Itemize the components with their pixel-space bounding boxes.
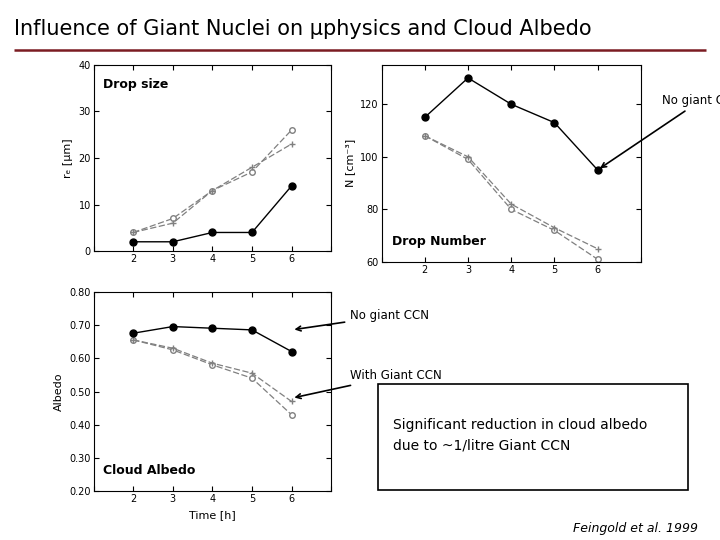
Y-axis label: rₑ [μm]: rₑ [μm]	[63, 138, 73, 178]
Text: No giant CCN: No giant CCN	[296, 309, 429, 331]
Y-axis label: N [cm⁻³]: N [cm⁻³]	[345, 139, 355, 187]
X-axis label: Time [h]: Time [h]	[189, 510, 235, 519]
Text: Feingold et al. 1999: Feingold et al. 1999	[573, 522, 698, 535]
Y-axis label: Albedo: Albedo	[54, 372, 64, 411]
Text: Cloud Albedo: Cloud Albedo	[103, 464, 195, 477]
Text: With Giant CCN: With Giant CCN	[296, 369, 442, 399]
Text: No giant CCN: No giant CCN	[601, 94, 720, 167]
Text: Drop Number: Drop Number	[392, 235, 486, 248]
Text: Significant reduction in cloud albedo
due to ~1/litre Giant CCN: Significant reduction in cloud albedo du…	[393, 418, 648, 453]
FancyBboxPatch shape	[377, 384, 688, 490]
Text: Drop size: Drop size	[103, 78, 168, 91]
Text: Influence of Giant Nuclei on μphysics and Cloud Albedo: Influence of Giant Nuclei on μphysics an…	[14, 19, 592, 39]
